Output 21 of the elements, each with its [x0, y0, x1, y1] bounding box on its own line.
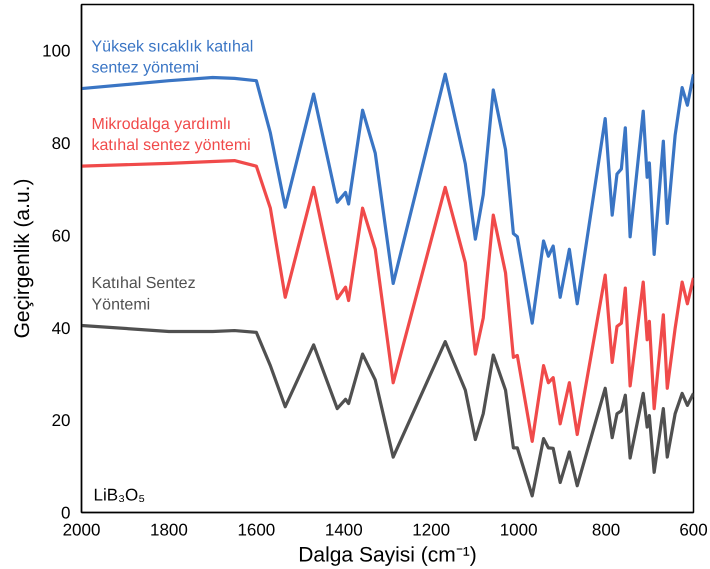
x-tick-label: 1400	[324, 520, 363, 540]
x-tick-label: 600	[679, 520, 708, 540]
line-series	[82, 158, 694, 443]
x-tick-label: 2000	[62, 520, 100, 540]
y-tick-label: 40	[52, 318, 71, 338]
x-tick-label: 800	[592, 520, 620, 540]
x-axis-title: Dalga Sayisi (cm⁻¹)	[298, 544, 477, 566]
x-tick-label: 1800	[150, 520, 188, 540]
x-tick-label: 1600	[237, 520, 276, 540]
series-label: Mikrodalga yardımlı katıhal sentez yöntemi	[92, 116, 251, 154]
y-tick-label: 100	[42, 42, 71, 61]
y-axis-title: Geçirgenlik (a.u.)	[11, 178, 34, 338]
x-tick-label: 1000	[500, 520, 538, 540]
annotation: LiB₃O₅	[94, 486, 146, 504]
y-tick-label: 80	[52, 134, 71, 154]
y-tick-label: 0	[61, 504, 71, 522]
y-tick-label: 20	[52, 411, 71, 430]
x-tick-label: 1200	[412, 520, 450, 540]
series-label: Katıhal Sentez Yöntemi	[92, 275, 196, 314]
series-label: Yüksek sıcaklık katıhal sentez yöntemi	[92, 38, 254, 77]
y-tick-label: 60	[52, 226, 71, 246]
